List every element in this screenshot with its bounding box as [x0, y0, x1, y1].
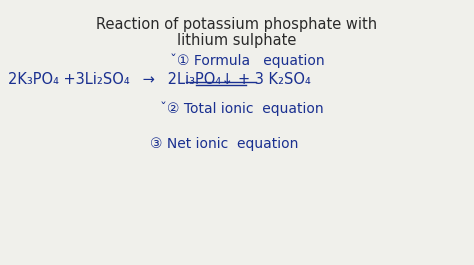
Text: ③ Net ionic  equation: ③ Net ionic equation [150, 137, 298, 151]
Text: ˇ② Total ionic  equation: ˇ② Total ionic equation [160, 102, 324, 117]
Text: →: → [138, 72, 159, 87]
Text: 2Li₃PO₄↓ + 3 K₂SO₄: 2Li₃PO₄↓ + 3 K₂SO₄ [163, 72, 311, 87]
Text: lithium sulphate: lithium sulphate [177, 33, 297, 48]
Text: ˇ① Formula   equation: ˇ① Formula equation [170, 53, 325, 68]
Text: 2K₃PO₄ +3Li₂SO₄: 2K₃PO₄ +3Li₂SO₄ [8, 72, 129, 87]
Text: Reaction of potassium phosphate with: Reaction of potassium phosphate with [96, 17, 378, 32]
